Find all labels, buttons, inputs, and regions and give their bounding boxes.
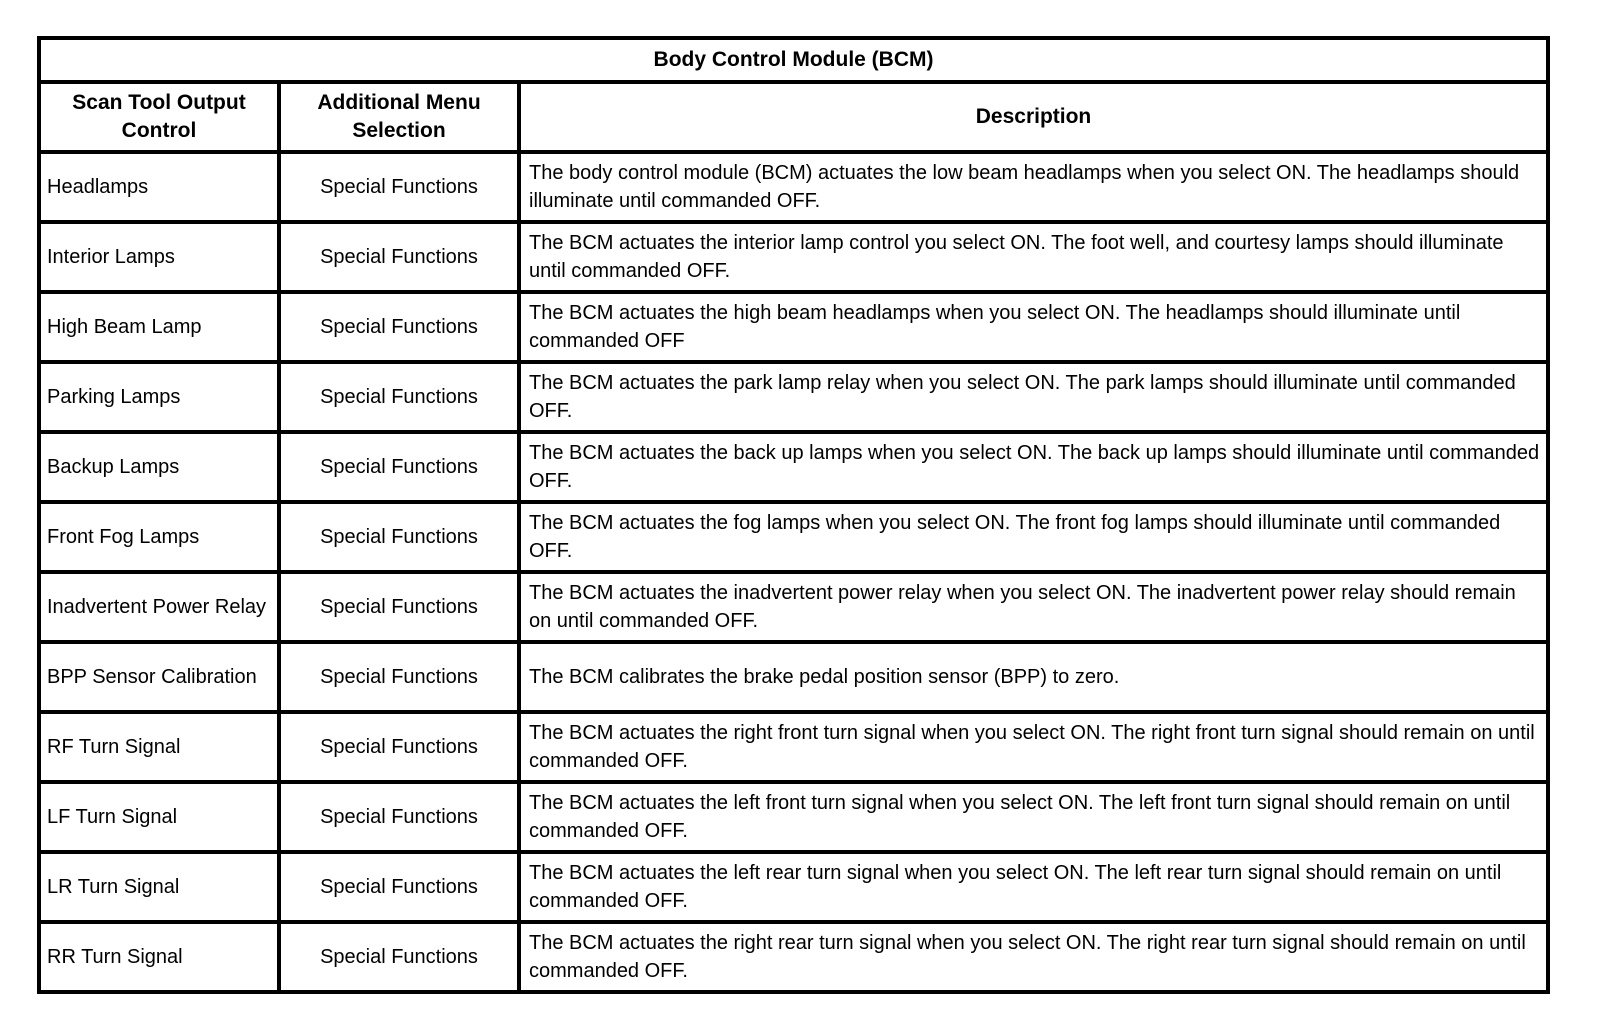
column-header-description: Description xyxy=(516,80,1551,154)
table-row: RR Turn Signal Special Functions The BCM a… xyxy=(37,920,1551,994)
control-cell: LR Turn Signal xyxy=(37,850,281,924)
control-cell: LF Turn Signal xyxy=(37,780,281,854)
table-body: Headlamps Special Functions The body contr… xyxy=(37,150,1551,994)
description-cell: The BCM actuates the right front turn si… xyxy=(516,710,1551,784)
menu-cell: Special Functions xyxy=(277,150,521,224)
description-cell: The BCM actuates the fog lamps when you … xyxy=(516,500,1551,574)
header-row: Scan Tool Output Control Additional Menu… xyxy=(37,80,1551,154)
description-cell: The BCM actuates the interior lamp contr… xyxy=(516,220,1551,294)
control-cell: RR Turn Signal xyxy=(37,920,281,994)
control-cell: Front Fog Lamps xyxy=(37,500,281,574)
menu-cell: Special Functions xyxy=(277,430,521,504)
table-title: Body Control Module (BCM) xyxy=(36,36,1551,84)
control-cell: Parking Lamps xyxy=(37,360,281,434)
menu-cell: Special Functions xyxy=(277,500,521,574)
table-row: Front Fog Lamps Special Functions The BCM … xyxy=(37,500,1551,574)
control-cell: BPP Sensor Calibration xyxy=(37,640,281,714)
menu-cell: Special Functions xyxy=(277,640,521,714)
control-cell: Headlamps xyxy=(37,150,281,224)
menu-cell: Special Functions xyxy=(277,360,521,434)
description-cell: The BCM actuates the inadvertent power r… xyxy=(516,570,1551,644)
description-cell: The BCM actuates the high beam headlamps… xyxy=(516,290,1551,364)
table-row: BPP Sensor Calibration Special Functions T… xyxy=(37,640,1551,714)
bcm-table: Body Control Module (BCM) Scan Tool Outp… xyxy=(36,36,1551,994)
control-cell: Backup Lamps xyxy=(37,430,281,504)
control-cell: High Beam Lamp xyxy=(37,290,281,364)
menu-cell: Special Functions xyxy=(277,850,521,924)
table-row: Backup Lamps Special Functions The BCM act… xyxy=(37,430,1551,504)
menu-cell: Special Functions xyxy=(277,710,521,784)
control-cell: Interior Lamps xyxy=(37,220,281,294)
menu-cell: Special Functions xyxy=(277,780,521,854)
column-header-scan-tool-output-control: Scan Tool Output Control xyxy=(37,80,281,154)
table-row: LF Turn Signal Special Functions The BCM a… xyxy=(37,780,1551,854)
column-header-additional-menu-selection: Additional Menu Selection xyxy=(277,80,521,154)
menu-cell: Special Functions xyxy=(277,570,521,644)
table-row: Inadvertent Power Relay Special Functions… xyxy=(37,570,1551,644)
description-cell: The BCM actuates the left rear turn sign… xyxy=(516,850,1551,924)
description-cell: The BCM actuates the left front turn sig… xyxy=(516,780,1551,854)
control-cell: RF Turn Signal xyxy=(37,710,281,784)
menu-cell: Special Functions xyxy=(277,290,521,364)
bcm-table-container: Body Control Module (BCM) Scan Tool Outp… xyxy=(36,36,1551,994)
description-cell: The BCM actuates the back up lamps when … xyxy=(516,430,1551,504)
description-cell: The BCM calibrates the brake pedal posit… xyxy=(516,640,1551,714)
description-cell: The BCM actuates the right rear turn sig… xyxy=(516,920,1551,994)
table-row: Headlamps Special Functions The body contr… xyxy=(37,150,1551,224)
menu-cell: Special Functions xyxy=(277,220,521,294)
description-cell: The BCM actuates the park lamp relay whe… xyxy=(516,360,1551,434)
description-cell: The body control module (BCM) actuates t… xyxy=(516,150,1551,224)
table-row: High Beam Lamp Special Functions The BCM a… xyxy=(37,290,1551,364)
title-row: Body Control Module (BCM) xyxy=(36,36,1551,84)
table-row: Interior Lamps Special Functions The BCM a… xyxy=(37,220,1551,294)
table-row: RF Turn Signal Special Functions The BCM a… xyxy=(37,710,1551,784)
menu-cell: Special Functions xyxy=(277,920,521,994)
table-row: Parking Lamps Special Functions The BCM ac… xyxy=(37,360,1551,434)
control-cell: Inadvertent Power Relay xyxy=(37,570,281,644)
table-row: LR Turn Signal Special Functions The BCM a… xyxy=(37,850,1551,924)
